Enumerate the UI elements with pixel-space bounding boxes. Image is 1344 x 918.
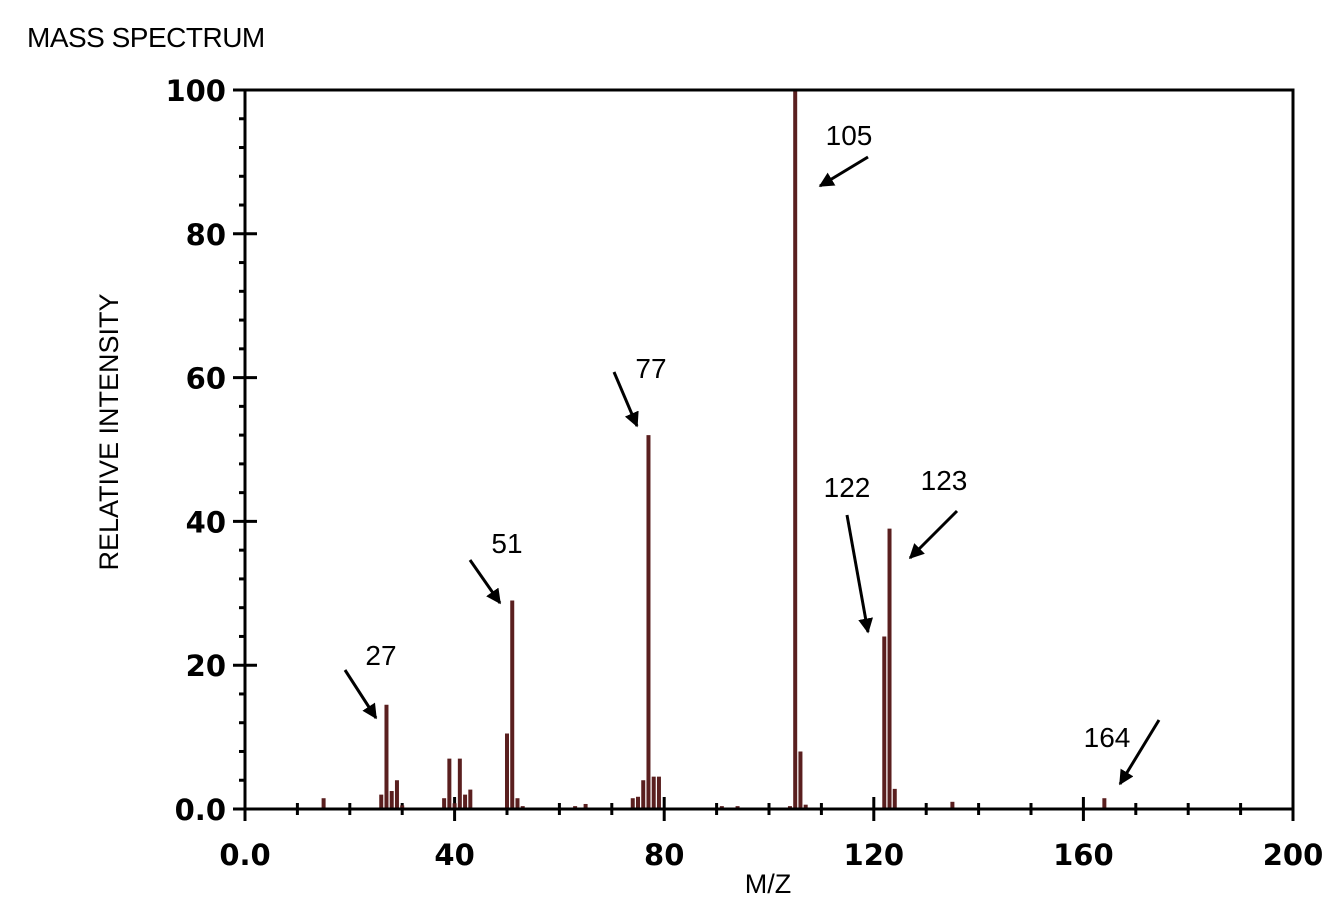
annotation-arrow — [612, 371, 639, 428]
annotation-label: 123 — [921, 465, 968, 496]
annotation-label: 122 — [824, 472, 871, 503]
annotation-label: 51 — [491, 528, 522, 559]
annotation-arrow — [818, 155, 869, 188]
annotation-arrow — [908, 509, 959, 560]
plot-frame — [243, 88, 1295, 811]
annotation-label: 164 — [1084, 722, 1131, 753]
annotation-arrow — [343, 669, 378, 720]
y-tick-label: 60 — [186, 362, 226, 396]
x-tick-label: 40 — [434, 838, 474, 872]
annotation-arrow — [1118, 719, 1161, 786]
y-axis-label: RELATIVE INTENSITY — [94, 293, 124, 570]
x-tick-labels: 0.0 40 80 120 160 200 — [219, 838, 1323, 872]
y-tick-label: 100 — [165, 74, 226, 108]
x-tick-label: 0.0 — [219, 838, 270, 872]
y-tick-labels: 0.0 20 40 60 80 100 — [165, 74, 226, 827]
annotation-arrow — [845, 514, 873, 634]
annotation-label: 105 — [826, 120, 873, 151]
y-tick-label: 40 — [186, 505, 226, 539]
y-tick-label: 20 — [186, 649, 226, 683]
y-tick-label: 0.0 — [175, 793, 226, 827]
x-tick-label: 80 — [644, 838, 684, 872]
peak-bars — [321, 90, 1107, 809]
x-axis-label: M/Z — [745, 869, 792, 899]
x-tick-label: 160 — [1053, 838, 1114, 872]
y-tick-label: 80 — [186, 218, 226, 252]
peak-annotations: 27 51 77 105 122 123 164 — [343, 120, 1161, 786]
annotation-label: 77 — [635, 353, 666, 384]
annotation-arrow — [468, 559, 502, 605]
minor-ticks — [233, 88, 1295, 821]
chart-title: MASS SPECTRUM — [27, 22, 265, 53]
x-tick-label: 200 — [1263, 838, 1324, 872]
annotation-label: 27 — [365, 640, 396, 671]
x-tick-label: 120 — [844, 838, 905, 872]
